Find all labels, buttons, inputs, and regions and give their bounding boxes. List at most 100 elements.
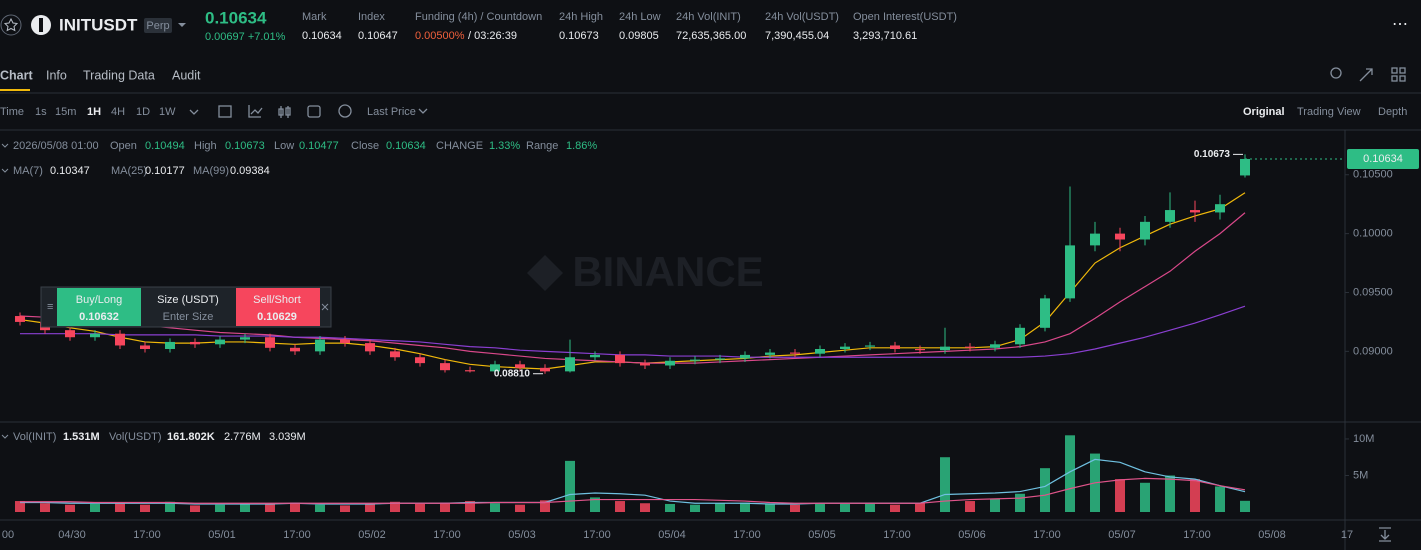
ma-legend-name: MA(7)	[13, 165, 43, 177]
panel-handle: ≡	[47, 301, 53, 313]
x-tick-label: 05/03	[508, 529, 536, 541]
ma-legend-value: 0.10177	[145, 165, 185, 177]
candle-body	[940, 346, 950, 351]
watermark: BINANCE	[572, 248, 763, 295]
x-tick-label: 17:00	[733, 529, 761, 541]
layout-icon[interactable]	[1391, 67, 1398, 74]
volume-legend-name: Vol(USDT)	[109, 431, 162, 443]
volume-bar	[1065, 435, 1075, 512]
buy-button[interactable]	[57, 288, 141, 326]
star	[3, 17, 19, 32]
tab[interactable]: Info	[46, 68, 67, 82]
candle-body	[290, 347, 300, 352]
candle-body	[440, 363, 450, 371]
candle-body	[265, 337, 275, 348]
buy-price[interactable]: 0.10632	[79, 311, 119, 323]
alert-icon[interactable]	[1330, 67, 1342, 79]
favorite-icon[interactable]	[0, 14, 22, 36]
template-icon[interactable]	[307, 105, 321, 118]
x-tick-label: 17:00	[1033, 529, 1061, 541]
sell-label[interactable]: Sell/Short	[253, 294, 301, 306]
scroll-end-icon[interactable]	[1379, 527, 1391, 542]
candle-body	[1090, 233, 1100, 246]
badge: Perp	[146, 20, 169, 32]
volume-bar	[690, 504, 700, 512]
stat-value: 0.10634	[302, 30, 342, 42]
stat-value: 7,390,455.04	[765, 30, 829, 42]
info-label: High	[194, 140, 217, 152]
info-caret	[1, 143, 9, 148]
interval-caret[interactable]	[189, 109, 199, 115]
volume-ma-line	[20, 458, 1246, 505]
info-value: 1.86%	[566, 140, 597, 152]
volume-bar	[365, 503, 375, 512]
price-type[interactable]: Last Price	[367, 106, 416, 118]
candle-body	[140, 345, 150, 349]
candle-icon[interactable]	[278, 106, 291, 118]
y-tick-label: 5M	[1353, 469, 1368, 481]
coin-logo-mark	[39, 18, 43, 32]
interval[interactable]: 1s	[35, 106, 47, 118]
volume-bar	[440, 502, 450, 512]
candle-body	[590, 354, 600, 358]
interval[interactable]: 15m	[55, 106, 76, 118]
x-tick-label: 17:00	[283, 529, 311, 541]
info-date: 2026/05/08 01:00	[13, 140, 99, 152]
x-tick-label: 00	[2, 529, 14, 541]
x-tick-label: 17:00	[433, 529, 461, 541]
y-tick-label: 0.09500	[1353, 286, 1393, 298]
tab[interactable]: Audit	[172, 68, 201, 82]
x-tick-label: 17:00	[1183, 529, 1211, 541]
candle-body	[990, 344, 1000, 348]
interval[interactable]: 1H	[87, 106, 101, 118]
calendar-icon[interactable]	[218, 105, 232, 118]
view-tab[interactable]: Trading View	[1297, 106, 1361, 118]
candle-body	[740, 354, 750, 359]
volume-bar	[540, 500, 550, 512]
volume-bar	[615, 501, 625, 512]
sell-button[interactable]	[236, 288, 320, 326]
candle-body	[1190, 210, 1200, 213]
candle-body	[815, 349, 825, 354]
view-tab[interactable]: Original	[1243, 106, 1285, 118]
stat-label: 24h High	[559, 11, 603, 23]
interval[interactable]: 4H	[111, 106, 125, 118]
view-tab[interactable]: Depth	[1378, 106, 1407, 118]
tab[interactable]: Chart	[0, 68, 33, 82]
sell-price[interactable]: 0.10629	[257, 311, 297, 323]
size-input[interactable]: Enter Size	[163, 311, 214, 323]
badge-bg	[144, 18, 172, 33]
x-tick-label: 17:00	[133, 529, 161, 541]
stat-label: Open Interest(USDT)	[853, 11, 957, 23]
info-value: 0.10634	[386, 140, 426, 152]
more-menu[interactable]: ⋯	[1392, 16, 1408, 33]
candle-body	[640, 363, 650, 366]
price-type-caret[interactable]	[418, 108, 428, 114]
x-tick-label: 05/01	[208, 529, 236, 541]
y-tick-label: 0.10000	[1353, 228, 1393, 240]
indicator-icon[interactable]	[248, 105, 263, 118]
interval[interactable]: 1D	[136, 106, 150, 118]
y-tick-label: 0.09000	[1353, 345, 1393, 357]
candle-body	[165, 341, 175, 349]
settings-icon[interactable]	[338, 104, 352, 118]
x-tick-label: 17	[1341, 529, 1353, 541]
symbol-caret[interactable]	[178, 23, 186, 27]
tab[interactable]: Trading Data	[83, 68, 155, 82]
candle-body	[1115, 233, 1125, 240]
close-panel[interactable]	[321, 303, 329, 311]
volume-bar	[65, 504, 75, 512]
interval[interactable]: 1W	[159, 106, 176, 118]
buy-label[interactable]: Buy/Long	[76, 294, 122, 306]
stat-label: Mark	[302, 11, 327, 23]
candle-body	[115, 333, 125, 346]
ma-legend-value: 0.09384	[230, 165, 270, 177]
x-tick-label: 04/30	[58, 529, 86, 541]
volume-bar	[815, 503, 825, 512]
expand-icon[interactable]	[1359, 68, 1373, 82]
volume-bar	[115, 502, 125, 512]
candle-body	[465, 370, 475, 372]
candle-body	[365, 343, 375, 352]
candle-body	[540, 367, 550, 372]
